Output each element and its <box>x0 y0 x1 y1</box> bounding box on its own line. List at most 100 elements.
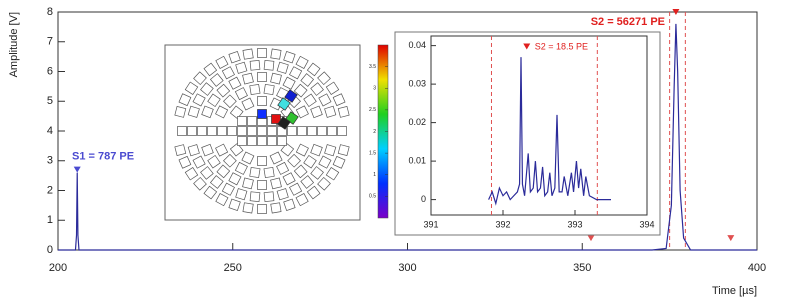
annotation: S2 = 56271 PE <box>591 16 665 28</box>
inset-frame <box>430 35 648 216</box>
pmt <box>276 188 289 201</box>
pmt <box>235 188 248 201</box>
pmt <box>263 59 275 71</box>
pmt <box>228 76 242 90</box>
y-tick-label: 0.02 <box>408 117 426 127</box>
x-tick-label: 392 <box>495 219 510 229</box>
y-tick-label: 3 <box>47 155 53 167</box>
pmt <box>324 144 337 157</box>
pmt <box>215 55 229 69</box>
pmt <box>247 126 257 136</box>
pmt <box>325 166 340 181</box>
pmt <box>241 97 255 111</box>
x-tick-label: 391 <box>423 219 438 229</box>
pmt <box>234 161 248 175</box>
pmt <box>257 48 267 58</box>
pmt <box>282 76 296 90</box>
pmt <box>257 156 267 166</box>
pmt <box>318 93 332 107</box>
y-axis-label: Amplitude [V] <box>8 12 20 77</box>
pmt <box>207 154 221 169</box>
color-bar-label: 1 <box>373 172 376 178</box>
pmt <box>229 142 244 157</box>
pmt <box>203 62 218 77</box>
pmt <box>223 153 237 168</box>
pmt <box>282 172 296 186</box>
pmt-hit <box>257 109 267 119</box>
y-tick-label: 7 <box>47 36 53 48</box>
pmt <box>200 166 214 180</box>
y-tick-label: 6 <box>47 65 53 77</box>
pmt <box>242 72 254 85</box>
annotation: S1 = 787 PE <box>72 151 134 163</box>
y-tick-label: 0.04 <box>408 40 426 50</box>
pmt-hit <box>277 97 291 111</box>
pmt <box>317 176 331 191</box>
pmt <box>257 72 267 82</box>
pmt <box>303 93 317 108</box>
pmt <box>187 126 197 136</box>
pmt <box>242 202 254 214</box>
pmt <box>184 166 199 181</box>
pmt <box>337 126 347 136</box>
pmt <box>249 191 261 203</box>
pmt <box>178 93 192 107</box>
pmt <box>247 116 257 126</box>
pmt <box>287 126 297 136</box>
pmt <box>221 66 235 80</box>
pmt <box>216 83 231 98</box>
pmt <box>229 105 244 120</box>
pmt <box>242 48 254 60</box>
pmt <box>295 143 309 157</box>
pmt <box>293 83 308 98</box>
color-bar-label: 1.5 <box>369 150 376 156</box>
pmt-hit <box>271 114 281 124</box>
annotation: S2 = 18.5 PE <box>535 41 588 51</box>
pmt <box>193 71 207 86</box>
pmt <box>193 176 207 191</box>
pmt <box>192 155 206 169</box>
pmt <box>327 126 337 136</box>
pmt <box>203 185 218 200</box>
pmt <box>234 87 248 101</box>
y-tick-label: 1 <box>47 214 53 226</box>
waveform <box>488 57 611 206</box>
pmt <box>276 161 290 175</box>
pmt <box>201 143 214 157</box>
color-bar-label: 0.5 <box>369 194 376 200</box>
pmt <box>318 155 332 169</box>
y-tick-label: 0 <box>421 194 426 204</box>
pmt <box>249 166 261 179</box>
pmt <box>187 144 200 157</box>
inset-pad <box>394 31 661 236</box>
pmt <box>276 61 289 74</box>
pmt <box>297 126 307 136</box>
pmt <box>228 198 241 211</box>
marker-triangle <box>73 166 81 173</box>
pmt <box>217 126 227 136</box>
pmt <box>216 164 231 179</box>
pmt <box>257 180 267 190</box>
pmt <box>200 82 214 96</box>
pmt-hit <box>284 89 298 103</box>
pmt <box>242 177 254 190</box>
pmt <box>237 126 247 136</box>
pmt <box>270 202 282 214</box>
pmt <box>310 105 323 119</box>
inset-plot: 391 392 393 394 0 0.01 0.02 0.03 0.04 S2 = 18.5 P… <box>408 36 655 229</box>
pmt <box>178 155 192 169</box>
color-bar-label: 2 <box>373 129 376 135</box>
pmt <box>237 116 247 126</box>
pmt <box>249 83 261 96</box>
pmt <box>270 72 282 85</box>
pmt <box>221 182 235 196</box>
hit-pattern <box>174 48 350 214</box>
pmt <box>227 126 237 136</box>
pmt <box>287 153 301 168</box>
pmt <box>177 126 187 136</box>
y-tick-label: 0.01 <box>408 155 426 165</box>
pmt <box>257 204 267 214</box>
x-tick-label: 394 <box>639 219 654 229</box>
color-bar-ticks: 0.5 1 1.5 2 2.5 3 3.5 <box>369 64 388 200</box>
pmt <box>310 82 324 96</box>
